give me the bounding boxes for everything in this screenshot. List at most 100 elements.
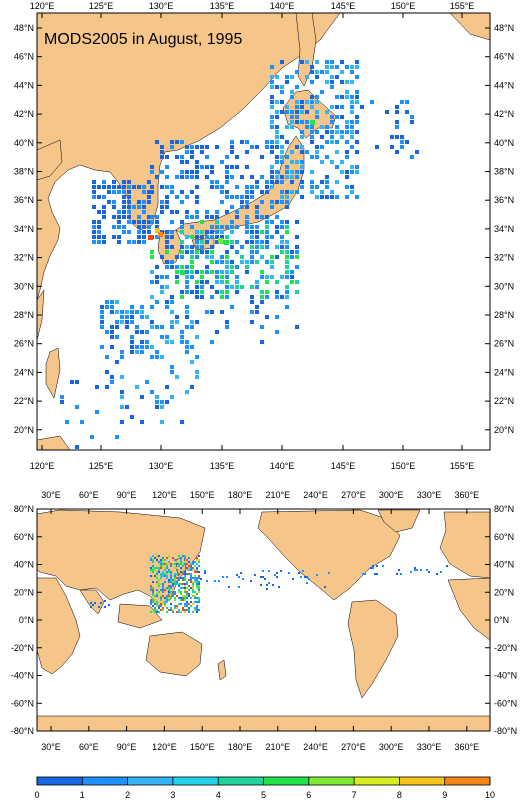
observation-cell	[196, 601, 198, 603]
lat-label: 28°N	[494, 310, 514, 320]
observation-cell	[250, 320, 254, 324]
observation-cell	[376, 565, 378, 567]
observation-cell	[117, 185, 121, 189]
observation-cell	[130, 305, 134, 309]
observation-cell	[137, 205, 141, 209]
observation-cell	[132, 185, 136, 189]
observation-cell	[255, 145, 259, 149]
observation-cell	[110, 325, 114, 329]
observation-cell	[185, 250, 189, 254]
observation-cell	[170, 230, 174, 234]
observation-cell	[168, 589, 170, 591]
observation-cell	[185, 340, 189, 344]
observation-cell	[180, 295, 184, 299]
observation-cell	[176, 561, 178, 563]
observation-cell	[172, 591, 174, 593]
observation-cell	[97, 185, 101, 189]
observation-cell	[210, 230, 214, 234]
observation-cell	[127, 230, 131, 234]
observation-cell	[158, 563, 160, 565]
observation-cell	[196, 593, 198, 595]
lat-label: 24°N	[14, 367, 34, 377]
colorbar-segment	[444, 777, 490, 785]
observation-cell	[220, 290, 224, 294]
observation-cell	[195, 320, 199, 324]
observation-cell	[230, 145, 234, 149]
observation-cell	[178, 585, 180, 587]
observation-cell	[195, 255, 199, 259]
observation-cell	[198, 577, 200, 579]
observation-cell	[265, 245, 269, 249]
observation-cell	[165, 195, 169, 199]
observation-cell	[166, 575, 168, 577]
observation-cell	[140, 305, 144, 309]
observation-cell	[102, 185, 106, 189]
observation-cell	[195, 295, 199, 299]
observation-cell	[320, 145, 324, 149]
observation-cell	[192, 603, 194, 605]
observation-cell	[105, 305, 109, 309]
observation-cell	[142, 185, 146, 189]
observation-cell	[168, 599, 170, 601]
observation-cell	[90, 606, 92, 608]
observation-cell	[150, 587, 152, 589]
observation-cell	[184, 575, 186, 577]
observation-cell	[175, 270, 179, 274]
observation-cell	[266, 584, 268, 586]
observation-cell	[310, 185, 314, 189]
observation-cell	[308, 578, 310, 580]
observation-cell	[240, 572, 242, 574]
observation-cell	[166, 587, 168, 589]
observation-cell	[198, 581, 200, 583]
observation-cell	[174, 581, 176, 583]
colorbar-segment	[127, 777, 173, 785]
observation-cell	[186, 591, 188, 593]
observation-cell	[162, 601, 164, 603]
observation-cell	[235, 155, 239, 159]
observation-cell	[168, 595, 170, 597]
observation-cell	[225, 165, 229, 169]
observation-cell	[330, 135, 334, 139]
observation-cell	[205, 165, 209, 169]
observation-cell	[165, 235, 169, 239]
observation-cell	[175, 265, 179, 269]
observation-cell	[180, 225, 184, 229]
observation-cell	[225, 275, 229, 279]
observation-cell	[160, 565, 162, 567]
observation-cell	[155, 405, 159, 409]
observation-cell	[285, 260, 289, 264]
observation-cell	[92, 180, 96, 184]
observation-cell	[285, 125, 289, 129]
observation-cell	[215, 180, 219, 184]
observation-cell	[192, 567, 194, 569]
observation-cell	[285, 155, 289, 159]
observation-cell	[210, 170, 214, 174]
observation-cell	[196, 597, 198, 599]
eurasia	[37, 509, 206, 607]
observation-cell	[215, 220, 219, 224]
observation-cell	[295, 145, 299, 149]
observation-cell	[355, 170, 359, 174]
observation-cell	[170, 245, 174, 249]
colorbar-label: 2	[125, 790, 130, 800]
observation-cell	[245, 140, 249, 144]
observation-cell	[170, 573, 172, 575]
observation-cell	[270, 95, 274, 99]
observation-cell	[405, 100, 409, 104]
observation-cell	[174, 583, 176, 585]
observation-cell	[298, 572, 300, 574]
observation-cell	[325, 60, 329, 64]
observation-cell	[178, 589, 180, 591]
observation-cell	[190, 270, 194, 274]
observation-cell	[395, 125, 399, 129]
observation-cell	[320, 135, 324, 139]
observation-cell	[170, 585, 172, 587]
observation-cell	[285, 205, 289, 209]
australia	[145, 631, 203, 677]
observation-cell	[180, 557, 182, 559]
observation-cell	[172, 611, 174, 613]
lat-label: 40°N	[494, 138, 514, 148]
observation-cell	[150, 250, 154, 254]
observation-cell	[285, 75, 289, 79]
observation-cell	[300, 160, 304, 164]
